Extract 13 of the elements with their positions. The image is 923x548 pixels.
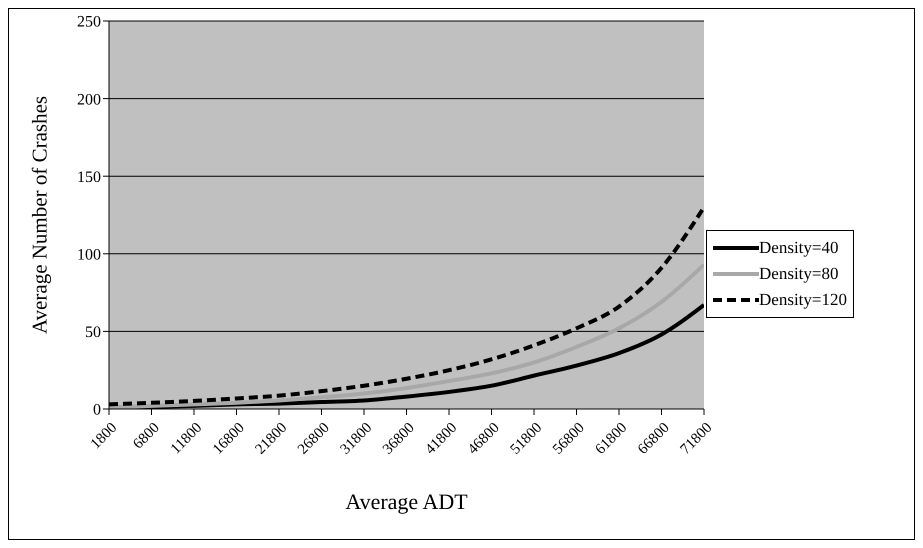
- y-tick-label: 0: [93, 402, 101, 419]
- y-tick-label: 200: [77, 91, 101, 108]
- y-axis-title: Average Number of Crashes: [27, 96, 52, 334]
- y-tick-label: 100: [77, 246, 101, 264]
- x-axis-title: Average ADT: [345, 489, 468, 514]
- x-tick-label: 1800: [88, 420, 120, 452]
- y-tick-label: 150: [77, 168, 101, 186]
- y-tick-label: 250: [77, 14, 101, 31]
- legend-label: Density=40: [759, 238, 838, 258]
- legend-label: Density=80: [759, 264, 838, 284]
- x-tick-label: 6800: [130, 420, 163, 452]
- legend-label: Density=120: [759, 290, 847, 310]
- y-tick-label: 50: [85, 324, 101, 342]
